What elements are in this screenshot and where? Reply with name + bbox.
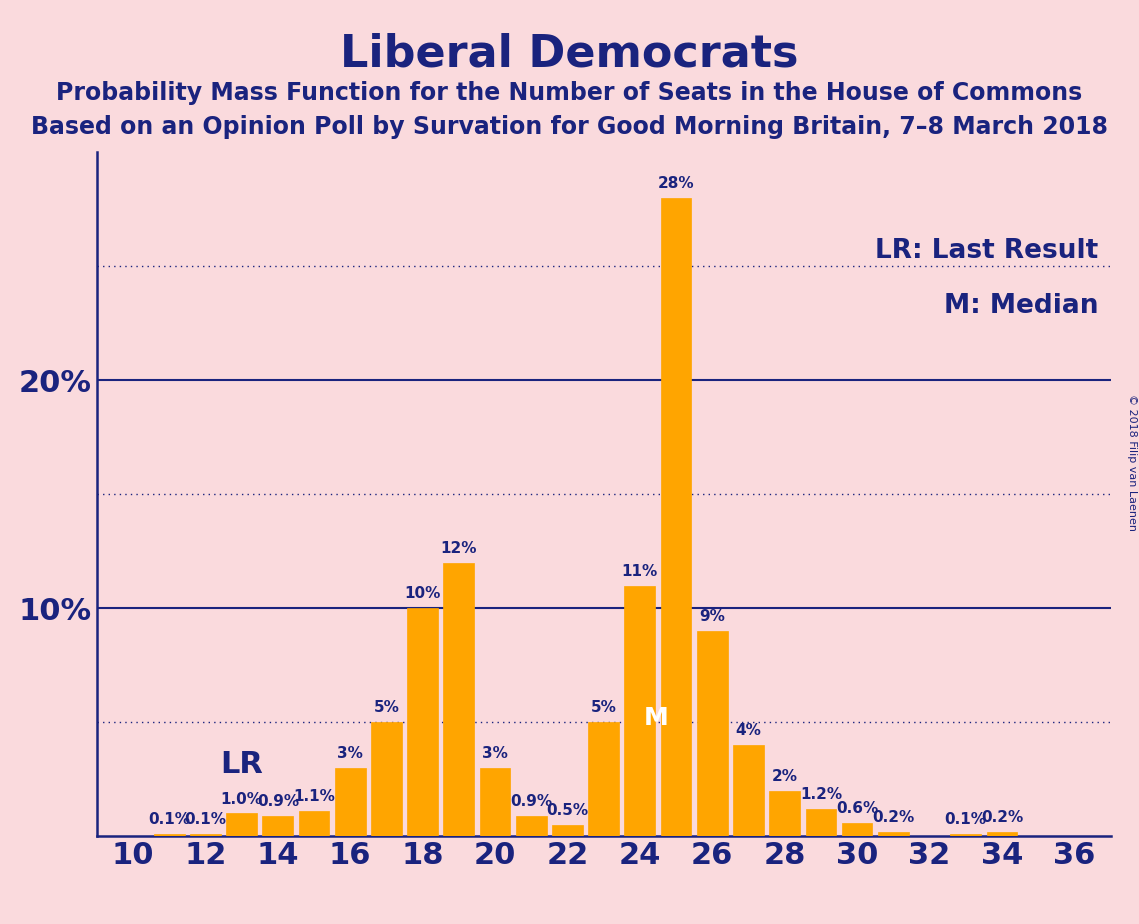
Text: 1.2%: 1.2% (800, 787, 842, 802)
Text: 0.1%: 0.1% (185, 812, 227, 827)
Text: 0.9%: 0.9% (256, 794, 298, 808)
Bar (769, 791, 800, 836)
Bar (298, 811, 329, 836)
Text: © 2018 Filip van Laenen: © 2018 Filip van Laenen (1126, 394, 1137, 530)
Bar (154, 834, 185, 836)
Text: 12%: 12% (441, 541, 477, 556)
Text: 3%: 3% (482, 746, 508, 761)
Bar (443, 563, 474, 836)
Bar (516, 816, 547, 836)
Text: 5%: 5% (374, 700, 400, 715)
Text: 0.5%: 0.5% (547, 803, 589, 818)
Text: LR: Last Result: LR: Last Result (875, 238, 1098, 264)
Bar (950, 834, 981, 836)
Text: Liberal Democrats: Liberal Democrats (341, 32, 798, 76)
Bar (480, 768, 510, 836)
Bar (624, 586, 655, 836)
Text: 5%: 5% (591, 700, 616, 715)
Text: 9%: 9% (699, 609, 726, 625)
Text: M: M (644, 706, 669, 730)
Text: 4%: 4% (736, 723, 762, 738)
Text: 11%: 11% (622, 564, 658, 578)
Bar (842, 822, 872, 836)
Bar (408, 608, 439, 836)
Bar (262, 816, 293, 836)
Text: LR: LR (220, 750, 263, 779)
Bar (697, 631, 728, 836)
Text: 0.9%: 0.9% (510, 794, 552, 808)
Bar (552, 825, 583, 836)
Text: 0.1%: 0.1% (148, 812, 190, 827)
Bar (878, 832, 909, 836)
Text: 1.0%: 1.0% (221, 792, 263, 807)
Bar (190, 834, 221, 836)
Bar (805, 808, 836, 836)
Text: 0.2%: 0.2% (981, 809, 1023, 825)
Text: Probability Mass Function for the Number of Seats in the House of Commons: Probability Mass Function for the Number… (56, 81, 1083, 105)
Bar (588, 723, 620, 836)
Text: 0.6%: 0.6% (836, 801, 878, 816)
Text: Based on an Opinion Poll by Survation for Good Morning Britain, 7–8 March 2018: Based on an Opinion Poll by Survation fo… (31, 115, 1108, 139)
Text: 0.2%: 0.2% (872, 809, 915, 825)
Bar (227, 813, 257, 836)
Text: 3%: 3% (337, 746, 363, 761)
Text: 0.1%: 0.1% (944, 812, 986, 827)
Text: 10%: 10% (404, 587, 441, 602)
Text: 28%: 28% (657, 176, 695, 191)
Bar (734, 745, 764, 836)
Text: 1.1%: 1.1% (293, 789, 335, 804)
Bar (335, 768, 366, 836)
Text: 2%: 2% (772, 769, 797, 784)
Bar (986, 832, 1017, 836)
Text: M: Median: M: Median (944, 293, 1098, 319)
Bar (371, 723, 402, 836)
Bar (661, 198, 691, 836)
